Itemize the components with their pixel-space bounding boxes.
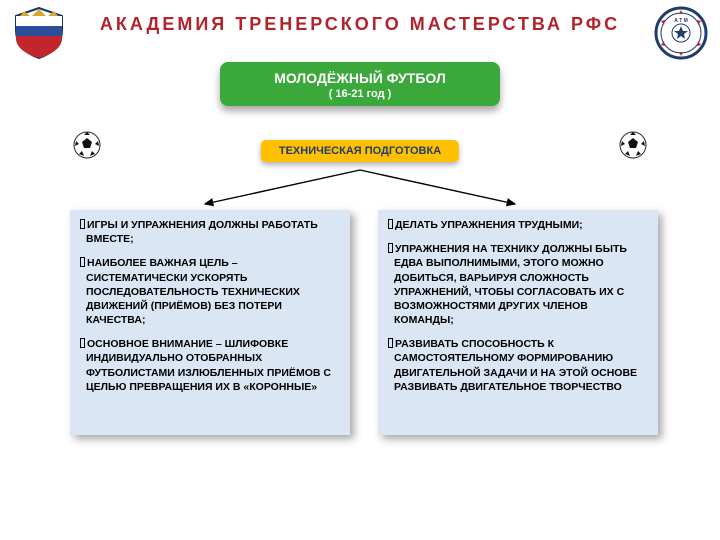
bullet-text: НАИБОЛЕЕ ВАЖНАЯ ЦЕЛЬ – СИСТЕМАТИЧЕСКИ УС… xyxy=(80,256,340,327)
atm-logo: А Т М xyxy=(654,6,708,60)
main-title: АКАДЕМИЯ ТРЕНЕРСКОГО МАСТЕРСТВА РФС xyxy=(0,14,720,35)
header: АКАДЕМИЯ ТРЕНЕРСКОГО МАСТЕРСТВА РФС А Т … xyxy=(0,0,720,62)
branch-arrows xyxy=(150,168,570,208)
right-panel: ДЕЛАТЬ УПРАЖНЕНИЯ ТРУДНЫМИ; УПРАЖНЕНИЯ Н… xyxy=(378,210,658,435)
bullet-text: ОСНОВНОЕ ВНИМАНИЕ – ШЛИФОВКЕ ИНДИВИДУАЛЬ… xyxy=(80,337,340,394)
soccer-ball-icon xyxy=(618,130,648,160)
bullet-text: ИГРЫ И УПРАЖНЕНИЯ ДОЛЖНЫ РАБОТАТЬ ВМЕСТЕ… xyxy=(80,218,340,246)
age-group-box: МОЛОДЁЖНЫЙ ФУТБОЛ ( 16-21 год ) xyxy=(220,62,500,106)
section-label: ТЕХНИЧЕСКАЯ ПОДГОТОВКА xyxy=(261,140,459,162)
bullet-text: ДЕЛАТЬ УПРАЖНЕНИЯ ТРУДНЫМИ; xyxy=(388,218,648,232)
soccer-ball-icon xyxy=(72,130,102,160)
age-group-range: ( 16-21 год ) xyxy=(230,88,490,100)
left-panel: ИГРЫ И УПРАЖНЕНИЯ ДОЛЖНЫ РАБОТАТЬ ВМЕСТЕ… xyxy=(70,210,350,435)
age-group-title: МОЛОДЁЖНЫЙ ФУТБОЛ xyxy=(230,70,490,86)
bullet-text: РАЗВИВАТЬ СПОСОБНОСТЬ К САМОСТОЯТЕЛЬНОМУ… xyxy=(388,337,648,394)
svg-text:А Т М: А Т М xyxy=(674,18,688,24)
bullet-text: УПРАЖНЕНИЯ НА ТЕХНИКУ ДОЛЖНЫ БЫТЬ ЕДВА В… xyxy=(388,242,648,327)
